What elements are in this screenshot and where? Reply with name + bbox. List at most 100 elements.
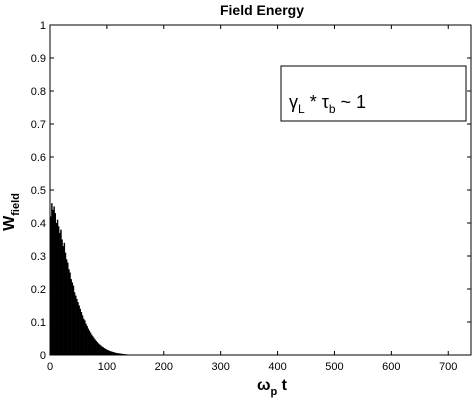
- bar: [60, 229, 62, 355]
- bar: [83, 318, 85, 355]
- x-tick-label: 700: [439, 361, 457, 373]
- bar: [106, 350, 109, 355]
- bar: [90, 334, 93, 355]
- bar: [120, 353, 122, 355]
- bar: [64, 252, 67, 355]
- bar: [130, 354, 133, 356]
- y-axis: 0 0.1 0.2 0.3 0.4 0.5 0.6 0.7 0.8 0.9 1: [31, 20, 471, 362]
- bar: [62, 246, 64, 355]
- x-tick-label: 200: [155, 361, 173, 373]
- bar: [89, 332, 92, 355]
- y-tick-label: 0.2: [31, 284, 46, 296]
- annotation-text: γL * τb ~ 1: [289, 92, 366, 116]
- bar: [51, 203, 53, 355]
- bar: [115, 353, 118, 355]
- y-tick-label: 0: [40, 350, 46, 362]
- y-tick-label: 0.4: [31, 218, 46, 230]
- chart-title: Field Energy: [220, 2, 304, 18]
- bar: [53, 206, 55, 355]
- bar: [100, 345, 102, 355]
- bar: [67, 262, 69, 355]
- bar: [97, 343, 100, 355]
- y-tick-label: 0.6: [31, 152, 46, 164]
- bar: [110, 351, 112, 355]
- bar: [125, 354, 127, 355]
- x-tick-label: 500: [325, 361, 343, 373]
- bar: [102, 347, 104, 355]
- x-axis: 0 100 200 300 400 500 600 700: [47, 25, 457, 373]
- bar: [113, 352, 116, 355]
- bar: [111, 351, 113, 355]
- bar: [101, 346, 103, 355]
- y-tick-label: 0.8: [31, 86, 46, 98]
- bar: [61, 239, 63, 355]
- bar: [121, 353, 124, 355]
- bar: [117, 353, 119, 355]
- bar: [87, 328, 89, 355]
- bar: [104, 348, 107, 355]
- bar: [94, 339, 96, 355]
- bar: [54, 213, 56, 355]
- y-tick-label: 0.5: [31, 185, 46, 197]
- bar: [70, 279, 72, 355]
- bar: [88, 330, 91, 355]
- y-tick-label: 0.9: [31, 53, 46, 65]
- bar: [57, 226, 60, 355]
- bar: [71, 282, 74, 355]
- bar: [68, 269, 70, 355]
- y-tick-label: 0.7: [31, 119, 46, 131]
- bar: [119, 353, 121, 355]
- bar: [52, 209, 54, 355]
- annotation-box: γL * τb ~ 1: [280, 65, 467, 122]
- bar: [93, 337, 95, 355]
- bar: [55, 223, 58, 355]
- bar: [112, 352, 115, 355]
- x-tick-label: 400: [268, 361, 286, 373]
- bar: [81, 315, 84, 355]
- bar: [73, 292, 76, 355]
- y-tick-label: 0.1: [31, 317, 46, 329]
- bar: [72, 285, 75, 355]
- x-tick-label: 0: [47, 361, 53, 373]
- bar: [86, 325, 88, 355]
- bar: [134, 354, 136, 356]
- bar: [84, 320, 86, 355]
- bar: [103, 348, 105, 355]
- bar: [69, 272, 71, 355]
- bar: [56, 219, 59, 355]
- bar: [79, 308, 82, 355]
- bar: [95, 340, 97, 355]
- bar: [118, 353, 120, 355]
- bar: [98, 344, 101, 355]
- bar: [123, 354, 126, 355]
- bar-series: [50, 203, 136, 356]
- x-tick-label: 600: [382, 361, 400, 373]
- bar: [133, 354, 135, 356]
- bar: [129, 354, 132, 356]
- bar: [126, 354, 128, 355]
- bar: [77, 302, 79, 355]
- bar: [122, 354, 125, 355]
- bar: [109, 351, 111, 355]
- bar: [85, 323, 87, 355]
- bar: [108, 350, 110, 355]
- y-tick-label: 1: [40, 20, 46, 32]
- bar: [96, 342, 99, 355]
- bar: [59, 232, 61, 355]
- bar: [50, 216, 52, 355]
- bar: [131, 354, 134, 356]
- y-axis-label: Wfield: [1, 193, 22, 231]
- bar: [114, 352, 117, 355]
- bar: [127, 354, 129, 355]
- bar: [75, 295, 77, 355]
- bar: [63, 242, 66, 355]
- x-axis-label: ωp t: [257, 377, 288, 398]
- bar: [76, 298, 78, 355]
- bar: [80, 312, 83, 355]
- x-tick-label: 300: [211, 361, 229, 373]
- y-tick-label: 0.3: [31, 251, 46, 263]
- bar: [65, 259, 68, 355]
- bar: [78, 305, 80, 355]
- x-tick-label: 100: [98, 361, 116, 373]
